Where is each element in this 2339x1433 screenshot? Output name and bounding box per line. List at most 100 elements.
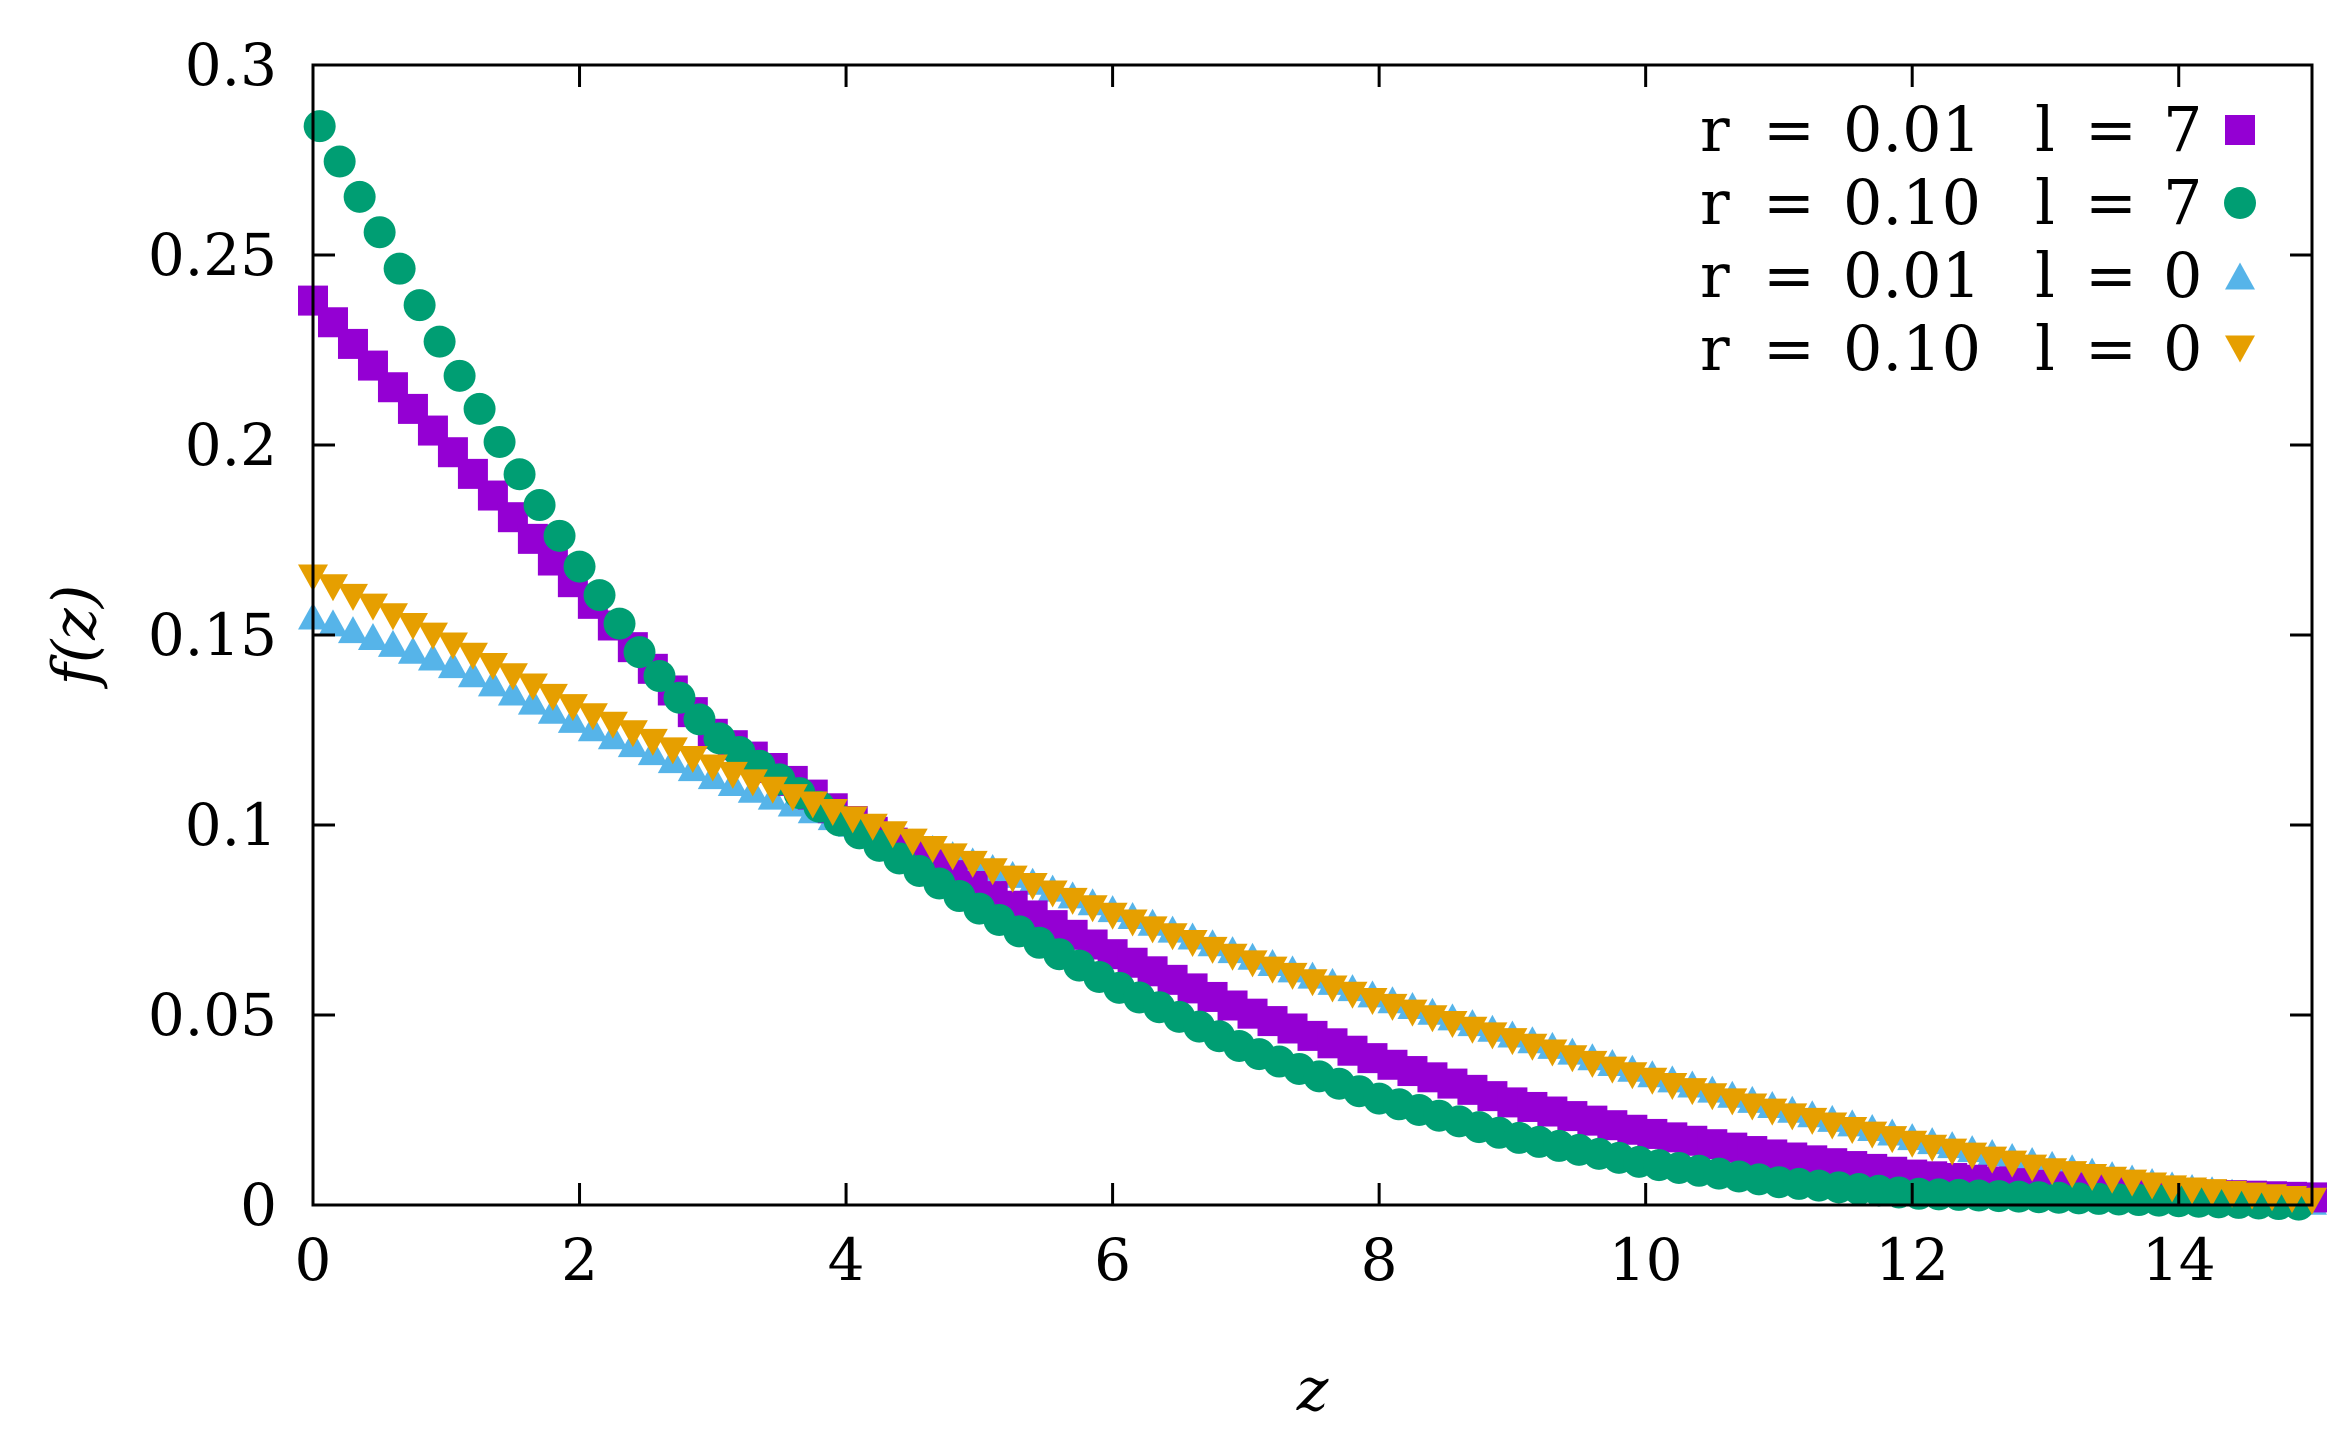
legend-marker <box>2225 115 2255 145</box>
data-point <box>1197 936 1228 964</box>
data-point <box>897 828 928 856</box>
data-point <box>837 806 868 834</box>
tick-labels: 0 2 4 6 8 10 12 14 0 0.05 0.1 0.15 0.2 0.25 0.3 <box>148 31 2216 1294</box>
data-point <box>1097 902 1128 930</box>
legend-l-label: l <box>2035 239 2055 312</box>
data-point <box>677 745 708 773</box>
data-point <box>663 681 696 714</box>
data-point <box>857 813 888 841</box>
data-point <box>1077 895 1108 923</box>
y-tick-label: 0.05 <box>148 981 277 1049</box>
data-point <box>557 694 588 722</box>
data-point <box>317 609 348 637</box>
data-point <box>503 458 536 491</box>
x-tick-label: 0 <box>295 1226 332 1294</box>
legend-r-value: 0.01 <box>1843 93 1981 166</box>
legend-marker <box>2224 187 2256 219</box>
data-point <box>1137 916 1168 944</box>
legend-r-label: r <box>1700 93 1730 166</box>
legend-r-value: 0.10 <box>1843 312 1981 385</box>
data-point <box>517 687 548 715</box>
data-point <box>563 550 596 583</box>
y-tick-label: 0 <box>240 1171 277 1239</box>
data-point <box>377 603 408 631</box>
legend-r-value: 0.01 <box>1843 239 1981 312</box>
data-point <box>657 737 688 765</box>
legend-entry: r = 0.10 l = 0 <box>1700 312 2255 385</box>
data-point <box>323 145 356 178</box>
data-point <box>363 216 396 249</box>
data-point <box>537 683 568 711</box>
data-point <box>417 643 448 671</box>
data-point <box>777 784 808 812</box>
data-point <box>697 754 728 782</box>
axis-ticks <box>311 63 2312 1207</box>
data-point <box>1057 887 1088 915</box>
x-tick-label: 6 <box>1094 1226 1131 1294</box>
legend-l-value: 0 <box>2163 239 2202 312</box>
data-point <box>737 769 768 797</box>
x-tick-label: 2 <box>561 1226 598 1294</box>
data-point <box>977 858 1008 886</box>
data-point <box>817 798 848 826</box>
data-point <box>1037 880 1068 908</box>
legend-r-eq: = <box>1763 93 1815 166</box>
data-point <box>377 629 408 657</box>
data-point <box>423 325 456 358</box>
legend-entry: r = 0.10 l = 7 <box>1700 166 2256 239</box>
x-tick-label: 14 <box>2142 1226 2216 1294</box>
x-axis-label: z <box>1296 1355 1329 1425</box>
legend-r-eq: = <box>1763 312 1815 385</box>
data-point <box>717 761 748 789</box>
data-point <box>917 836 948 864</box>
data-point <box>1017 873 1048 901</box>
legend-marker <box>2225 262 2255 290</box>
legend-entry: r = 0.01 l = 0 <box>1700 239 2255 312</box>
legend-l-value: 7 <box>2163 93 2202 166</box>
data-point <box>2257 1184 2288 1212</box>
data-point <box>437 651 468 679</box>
data-point <box>2157 1175 2188 1203</box>
data-point <box>417 622 448 650</box>
data-point <box>997 865 1028 893</box>
data-point <box>397 612 428 640</box>
data-markers <box>298 110 2327 1221</box>
legend-l-eq: = <box>2085 239 2137 312</box>
data-point <box>517 673 548 701</box>
legend-r-eq: = <box>1763 239 1815 312</box>
y-axis-label: f(z) <box>40 585 110 690</box>
legend-r-label: r <box>1700 312 1730 385</box>
x-tick-label: 4 <box>828 1226 865 1294</box>
data-point <box>2237 1182 2268 1210</box>
data-point <box>637 728 668 756</box>
data-point <box>957 850 988 878</box>
data-point <box>497 678 528 706</box>
data-point <box>937 843 968 871</box>
data-point <box>357 623 388 651</box>
data-point <box>457 660 488 688</box>
legend-l-label: l <box>2035 312 2055 385</box>
data-point <box>797 791 828 819</box>
data-point <box>597 711 628 739</box>
series-circle <box>303 110 2315 1221</box>
legend-r-label: r <box>1700 239 1730 312</box>
data-point <box>523 489 556 522</box>
data-point <box>2177 1177 2208 1205</box>
data-point <box>397 636 428 664</box>
data-point <box>463 392 496 425</box>
data-point <box>483 425 516 458</box>
legend-r-value: 0.10 <box>1843 166 1981 239</box>
legend-r-eq: = <box>1763 166 1815 239</box>
data-point <box>643 660 676 693</box>
data-point <box>757 776 788 804</box>
data-point <box>1157 923 1188 951</box>
data-point <box>437 632 468 660</box>
data-point <box>357 593 388 621</box>
data-point <box>337 616 368 644</box>
data-point <box>543 519 576 552</box>
data-point <box>2277 1185 2308 1213</box>
legend-l-eq: = <box>2085 166 2137 239</box>
y-tick-label: 0.1 <box>185 791 277 859</box>
